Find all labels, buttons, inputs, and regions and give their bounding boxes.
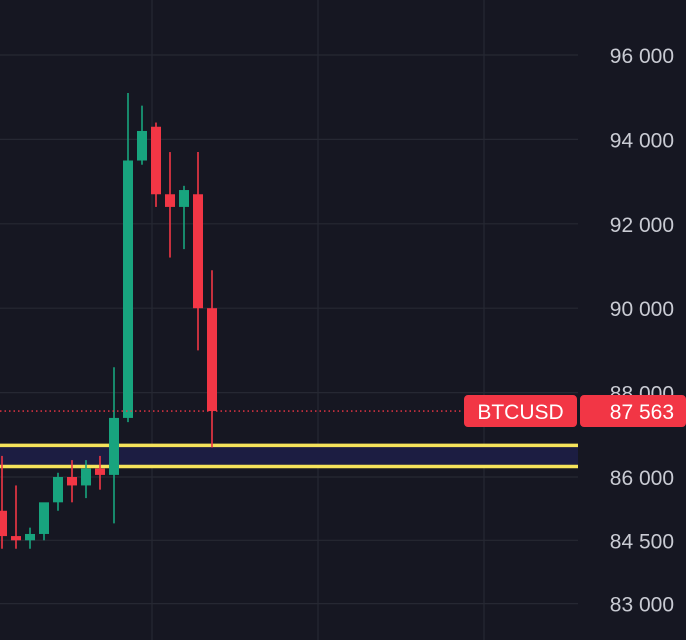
candle-10-body [123, 160, 133, 418]
candle-4-body [39, 502, 49, 534]
y-tick-label-3: 92 000 [610, 214, 674, 237]
candle-7-body [81, 468, 91, 486]
candle-5 [53, 472, 63, 511]
grid-lines [0, 0, 578, 640]
support-zone-fill [0, 445, 578, 467]
candle-3-body [25, 533, 35, 541]
candle-12-body [151, 126, 161, 195]
candle-15 [193, 152, 203, 351]
y-tick-label-6: 86 000 [610, 467, 674, 490]
price-tag-label: 87 563 [610, 401, 674, 424]
candle-13 [165, 152, 175, 258]
candle-1-body [0, 510, 7, 537]
y-tick-label-8: 83 000 [610, 594, 674, 617]
candle-2 [11, 485, 21, 549]
candle-14-body [179, 190, 189, 207]
candle-15-body [193, 194, 203, 309]
candle-1 [0, 455, 7, 549]
current-price-tags: BTCUSD 87 563 [464, 395, 686, 428]
candle-11 [137, 105, 147, 165]
y-tick-label-2: 94 000 [610, 129, 674, 152]
candle-16 [207, 270, 217, 448]
price-tag-background [580, 395, 686, 428]
candle-6 [67, 460, 77, 503]
candle-8 [95, 455, 105, 490]
candle-10 [123, 92, 133, 423]
candle-9-body [109, 417, 119, 475]
candle-9 [109, 367, 119, 524]
candle-7 [81, 460, 91, 499]
y-tick-label-4: 90 000 [610, 298, 674, 321]
symbol-tag-label: BTCUSD [477, 401, 563, 424]
candle-13-body [165, 194, 175, 207]
candle-3 [25, 527, 35, 549]
y-tick-label-1: 96 000 [610, 45, 674, 68]
candle-8-body [95, 468, 105, 475]
candle-4 [39, 502, 49, 541]
candle-2-body [11, 536, 21, 541]
y-tick-label-7: 84 500 [610, 530, 674, 553]
candle-5-body [53, 477, 63, 503]
candle-16-body [207, 308, 217, 412]
candle-6-body [67, 477, 77, 486]
symbol-tag-background [464, 395, 577, 428]
candle-12 [151, 122, 161, 207]
candle-14 [179, 185, 189, 250]
candle-11-body [137, 130, 147, 161]
candles [0, 92, 217, 549]
support-zone [0, 443, 578, 469]
